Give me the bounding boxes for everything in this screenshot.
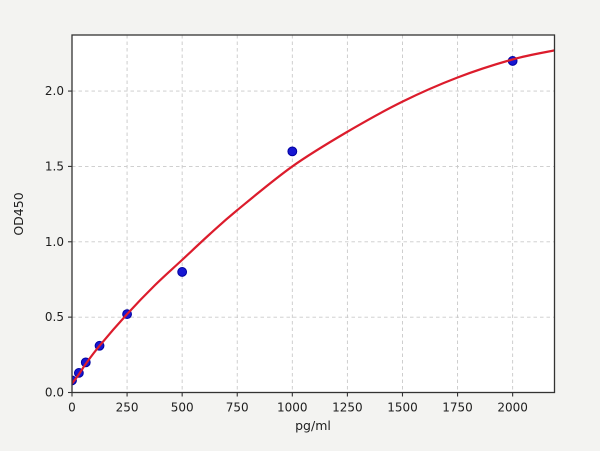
x-tick-label: 0 [68, 401, 76, 415]
data-layer [72, 49, 555, 386]
y-tick-label: 1.0 [45, 235, 64, 249]
x-tick-label: 750 [226, 401, 249, 415]
y-axis-label: OD450 [11, 192, 26, 235]
data-point [287, 146, 298, 157]
x-tick-label: 1250 [332, 401, 363, 415]
x-tick-label: 1750 [442, 401, 473, 415]
y-tick-label: 2.0 [45, 84, 64, 98]
y-tick-label: 0.0 [45, 386, 64, 400]
data-point [177, 267, 188, 277]
y-tick-label: 1.5 [45, 159, 64, 173]
x-tick-label: 2000 [497, 401, 528, 415]
plot-area [72, 35, 555, 393]
x-tick-label: 1500 [387, 401, 418, 415]
tick-layer: 0 250 500 750 1000 1250 1500 1750 2000 0.0 0.5 1.0 1… [45, 84, 528, 414]
x-tick-label: 250 [116, 401, 139, 415]
x-axis-label: pg/ml [295, 418, 331, 433]
x-tick-label: 500 [171, 401, 194, 415]
x-tick-label: 1000 [277, 401, 308, 415]
y-tick-label: 0.5 [45, 310, 64, 324]
fit-curve-line [72, 49, 555, 385]
axes-frame [71, 34, 556, 394]
